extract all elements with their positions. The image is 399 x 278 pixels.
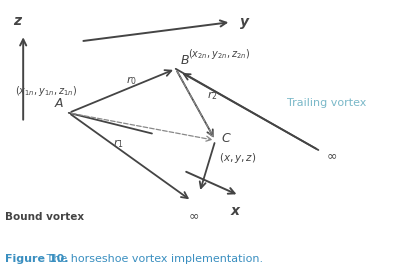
Text: $\infty$: $\infty$ (188, 209, 199, 222)
Text: $C$: $C$ (221, 133, 232, 145)
Text: Trailing vortex: Trailing vortex (286, 98, 366, 108)
Text: $r_1$: $r_1$ (113, 138, 124, 150)
Text: y: y (240, 15, 249, 29)
Text: $r_2$: $r_2$ (207, 89, 218, 102)
Text: $B$: $B$ (180, 54, 190, 68)
Text: $A$: $A$ (54, 97, 65, 110)
Text: $(x_{2n}, y_{2n}, z_{2n})$: $(x_{2n}, y_{2n}, z_{2n})$ (188, 46, 250, 61)
Text: x: x (231, 204, 240, 218)
Text: The horseshoe vortex implementation.: The horseshoe vortex implementation. (43, 254, 263, 264)
Text: Bound vortex: Bound vortex (5, 212, 85, 222)
Text: $r_0$: $r_0$ (126, 74, 137, 87)
Text: Figure 10.: Figure 10. (5, 254, 69, 264)
Text: z: z (13, 14, 21, 28)
Text: $\infty$: $\infty$ (326, 149, 338, 162)
Text: $(x, y, z)$: $(x, y, z)$ (219, 152, 257, 165)
Text: $(x_{1n}, y_{1n}, z_{1n})$: $(x_{1n}, y_{1n}, z_{1n})$ (15, 84, 77, 98)
